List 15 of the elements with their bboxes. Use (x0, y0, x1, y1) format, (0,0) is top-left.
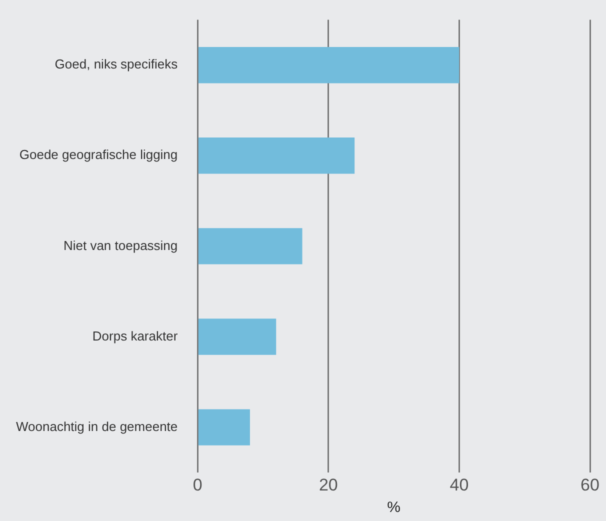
x-tick-label: 40 (450, 475, 469, 494)
y-tick-label: Dorps karakter (92, 328, 178, 344)
x-axis-title: % (387, 499, 400, 516)
x-tick-label: 60 (580, 475, 600, 494)
y-tick-label: Goed, niks specifieks (54, 56, 178, 72)
x-tick-label: 20 (318, 475, 338, 494)
bar (198, 228, 302, 264)
bar (198, 138, 355, 174)
y-tick-label: Woonachtig in de gemeente (16, 418, 178, 434)
bar (198, 409, 250, 446)
bar (198, 318, 276, 355)
bar (198, 46, 460, 84)
x-tick-label: 0 (192, 475, 202, 494)
y-tick-label: Goede geografische ligging (19, 147, 178, 162)
y-tick-label: Niet van toepassing (63, 238, 178, 253)
